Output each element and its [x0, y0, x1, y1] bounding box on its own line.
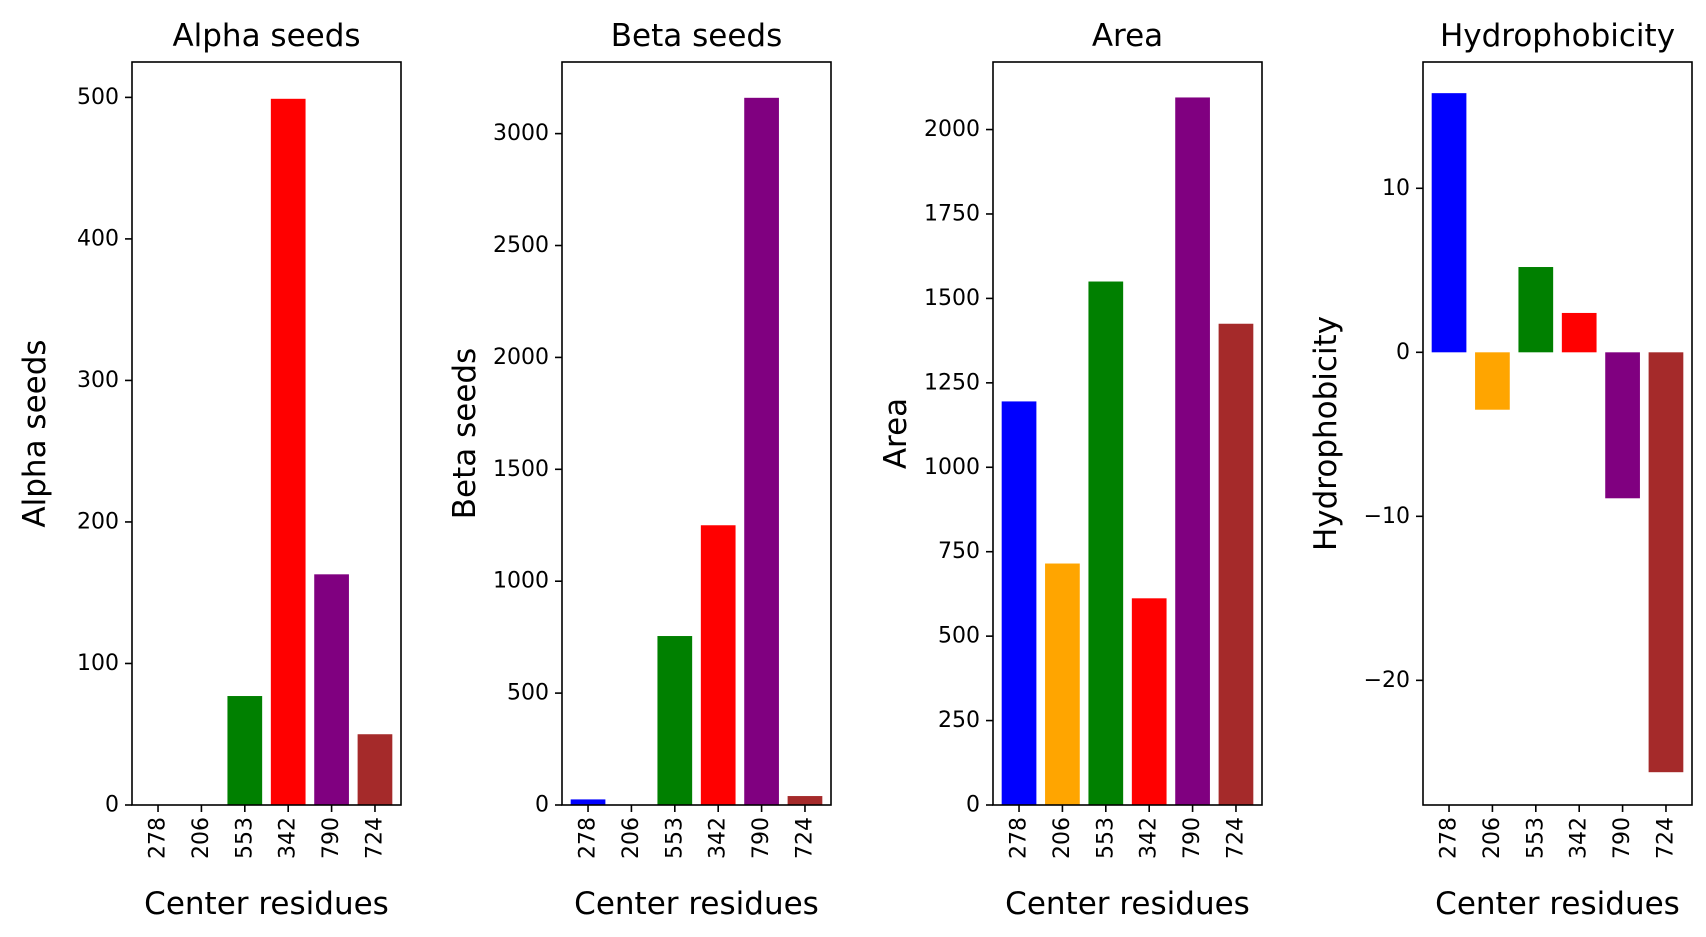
x-tick-label: 342: [1567, 817, 1592, 859]
chart-panel-1: 0 100 200 300 400 500 278 206 553 342 790 724 Alpha …: [17, 18, 402, 922]
x-tick-label: 278: [576, 817, 601, 859]
y-axis-label: Hydrophobicity: [1308, 316, 1344, 551]
bar-278: [1431, 93, 1467, 353]
y-tick-label: 2000: [924, 117, 980, 142]
chart-panel-3: 0 250 500 750 1000 1250 1500 1750 2000 278 206 553 3…: [878, 18, 1263, 922]
bar-206: [1045, 563, 1080, 805]
bar-553: [227, 696, 263, 805]
x-axis-label: Center residues: [144, 886, 389, 922]
plot-frame: [131, 61, 402, 806]
bar-790: [744, 97, 779, 805]
bar-553: [1518, 267, 1554, 353]
y-tick-label: 2000: [493, 345, 549, 370]
x-tick-label: 206: [1480, 817, 1505, 859]
y-tick-label: 0: [535, 793, 549, 818]
chart-title: Area: [1092, 18, 1163, 54]
y-tick-label: 300: [77, 368, 119, 393]
bar-790: [1175, 97, 1210, 805]
chart-title: Hydrophobicity: [1440, 18, 1675, 54]
y-tick-label: 0: [105, 793, 119, 818]
bar-724: [1218, 323, 1254, 805]
x-tick-label: 724: [1223, 817, 1248, 859]
y-tick-label: 750: [938, 539, 980, 564]
bar-790: [314, 574, 349, 805]
y-axis-label: Area: [878, 398, 914, 469]
bar-342: [1561, 312, 1597, 353]
y-tick-label: 1000: [493, 569, 549, 594]
y-tick-label: 1000: [924, 455, 980, 480]
plot-frame: [561, 61, 832, 806]
y-tick-label: 2500: [493, 233, 549, 258]
x-tick-label: 553: [1093, 817, 1118, 859]
x-tick-label: 790: [319, 817, 344, 859]
chart-panel-4: −20 −10 0 10 278 206 553 342 790 724 Hydrophobicit…: [1308, 18, 1693, 922]
y-tick-label: 500: [938, 624, 980, 649]
x-tick-label: 790: [749, 817, 774, 859]
bar-278: [570, 799, 606, 805]
bar-278: [1001, 401, 1037, 805]
x-tick-label: 790: [1610, 817, 1635, 859]
y-tick-label: 1500: [924, 286, 980, 311]
x-tick-label: 206: [619, 817, 644, 859]
y-tick-label: 0: [1396, 340, 1410, 365]
x-axis-label: Center residues: [574, 886, 819, 922]
bar-790: [1605, 352, 1640, 499]
chart-panel-2: 0 500 1000 1500 2000 2500 3000 278 206 553 342 790 7…: [447, 18, 832, 922]
x-tick-label: 206: [1050, 817, 1075, 859]
bar-724: [787, 796, 823, 805]
x-tick-label: 724: [792, 817, 817, 859]
x-axis-label: Center residues: [1005, 886, 1250, 922]
y-tick-label: 500: [507, 681, 549, 706]
y-tick-label: 1250: [924, 370, 980, 395]
x-tick-label: 724: [1653, 817, 1678, 859]
y-tick-label: 0: [966, 793, 980, 818]
y-tick-label: −20: [1364, 668, 1410, 693]
bar-342: [1131, 598, 1167, 805]
x-tick-label: 553: [662, 817, 687, 859]
x-tick-label: 342: [276, 817, 301, 859]
y-tick-label: −10: [1364, 504, 1410, 529]
bar-724: [1648, 352, 1684, 773]
y-tick-label: 1750: [924, 201, 980, 226]
y-tick-label: 500: [77, 85, 119, 110]
y-tick-label: 10: [1382, 176, 1410, 201]
x-tick-label: 206: [189, 817, 214, 859]
x-tick-label: 342: [706, 817, 731, 859]
x-tick-label: 342: [1137, 817, 1162, 859]
bar-724: [357, 734, 393, 805]
bar-342: [700, 525, 736, 805]
y-tick-label: 250: [938, 708, 980, 733]
bar-553: [657, 636, 693, 805]
bar-342: [270, 98, 306, 806]
x-tick-label: 278: [1007, 817, 1032, 859]
chart-title: Beta seeds: [611, 18, 782, 54]
x-tick-label: 553: [232, 817, 257, 859]
x-tick-label: 278: [146, 817, 171, 859]
y-tick-label: 1500: [493, 457, 549, 482]
y-axis-label: Alpha seeds: [17, 339, 53, 527]
plot-frame: [992, 61, 1263, 806]
x-axis-label: Center residues: [1435, 886, 1680, 922]
x-tick-label: 553: [1523, 817, 1548, 859]
plot-frame: [1422, 61, 1693, 806]
x-tick-label: 278: [1437, 817, 1462, 859]
x-tick-label: 724: [362, 817, 387, 859]
x-tick-label: 790: [1180, 817, 1205, 859]
y-tick-label: 400: [77, 226, 119, 251]
y-axis-label: Beta seeds: [447, 348, 483, 519]
bar-553: [1088, 281, 1124, 805]
y-tick-label: 3000: [493, 121, 549, 146]
bar-206: [1475, 352, 1510, 410]
y-tick-label: 100: [77, 651, 119, 676]
y-tick-label: 200: [77, 509, 119, 534]
chart-title: Alpha seeds: [172, 18, 360, 54]
